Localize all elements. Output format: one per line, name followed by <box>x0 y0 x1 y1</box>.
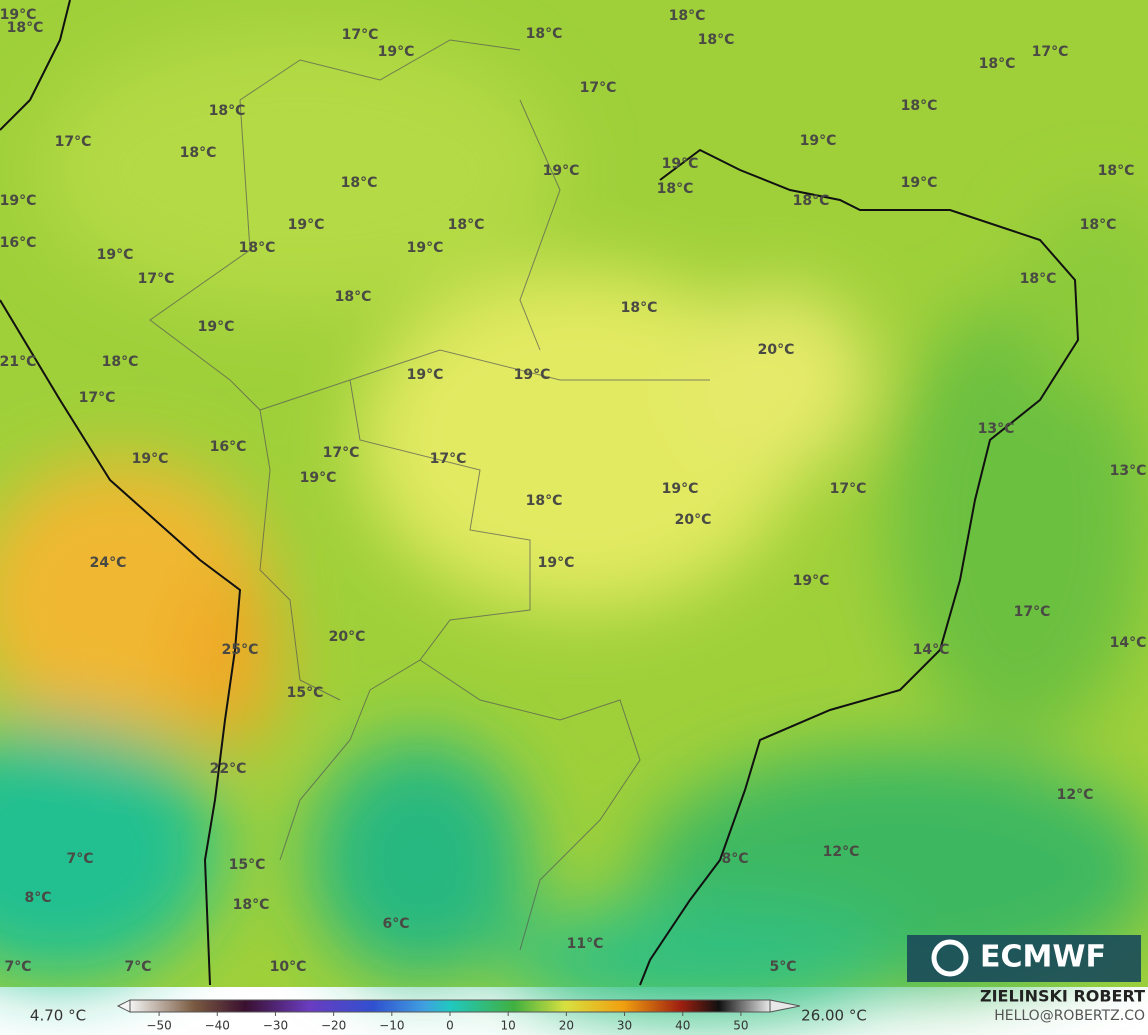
temperature-label: 18°C <box>793 193 830 209</box>
temperature-label: 19°C <box>800 133 837 149</box>
temperature-label: 19°C <box>538 555 575 571</box>
temperature-label: 19°C <box>407 240 444 256</box>
colorbar-tick-label: 10 <box>501 1019 516 1033</box>
temperature-label: 18°C <box>102 354 139 370</box>
temperature-label: 8°C <box>721 851 748 867</box>
temperature-label: 12°C <box>1057 787 1094 803</box>
temperature-label: 18°C <box>448 217 485 233</box>
temperature-label: 18°C <box>1020 271 1057 287</box>
temperature-label: 18°C <box>657 181 694 197</box>
temperature-label: 19°C <box>132 451 169 467</box>
temperature-label: 19°C <box>0 193 36 209</box>
temperature-label: 18°C <box>669 8 706 24</box>
temperature-label: 18°C <box>233 897 270 913</box>
temperature-label: 14°C <box>1110 635 1147 651</box>
logo: ECMWF <box>980 940 1106 975</box>
temperature-label: 16°C <box>0 235 36 251</box>
temperature-label: 17°C <box>323 445 360 461</box>
borders <box>149 39 710 951</box>
temperature-label: 18°C <box>698 32 735 48</box>
temperature-label: 19°C <box>514 367 551 383</box>
temperature-label: 18°C <box>209 103 246 119</box>
temperature-label: 19°C <box>288 217 325 233</box>
author: ZIELINSKI ROBERT <box>980 987 1145 1006</box>
colorbar-tick-label: 20 <box>559 1019 574 1033</box>
temperature-label: 19°C <box>543 163 580 179</box>
temperature-labels: 19°C18°C 17°C19°C18°C18°C18°C17°C18°C17°C… <box>0 7 1146 975</box>
colorbar-tick-label: −20 <box>321 1019 346 1033</box>
temperature-label: 17°C <box>430 451 467 467</box>
temperature-label: 19°C <box>901 175 938 191</box>
temperature-label: 25°C <box>222 642 259 658</box>
temperature-label: 11°C <box>567 936 604 952</box>
temperature-label: 20°C <box>675 512 712 528</box>
temperature-label: 17°C <box>138 271 175 287</box>
temperature-label: 20°C <box>329 629 366 645</box>
temperature-label: 6°C <box>382 916 409 932</box>
temperature-label: 17°C <box>342 27 379 43</box>
temperature-label: 17°C <box>1032 44 1069 60</box>
colorbar-tick-label: −10 <box>379 1019 404 1033</box>
colorbar-tick-label: −40 <box>205 1019 230 1033</box>
temperature-label: 17°C <box>1014 604 1051 620</box>
colorbar-max: 26.00 °C <box>801 1007 867 1025</box>
colorbar-tick-label: 50 <box>733 1019 748 1033</box>
temperature-label: 10°C <box>270 959 307 975</box>
temperature-label: 19°C <box>0 7 36 23</box>
temperature-label: 19°C <box>198 319 235 335</box>
temperature-label: 18°C <box>239 240 276 256</box>
colorbar-tick-label: −30 <box>263 1019 288 1033</box>
temperature-label: 18°C <box>1098 163 1135 179</box>
colorbar: 4.70 °C 26.00 °C −50 −40 −30 −20 −10 0 10 20 30 4… <box>30 999 867 1033</box>
temperature-label: 22°C <box>210 761 247 777</box>
contact: HELLO@ROBERTZ.CO <box>994 1008 1145 1024</box>
temperature-label: 19°C <box>662 481 699 497</box>
temperature-label: 7°C <box>124 959 151 975</box>
temperature-label: 18°C <box>7 20 44 36</box>
temperature-label: 19°C <box>378 44 415 60</box>
temperature-label: 18°C <box>526 493 563 509</box>
colorbar-min: 4.70 °C <box>30 1007 86 1025</box>
colorbar-tick-label: 40 <box>675 1019 690 1033</box>
temperature-label: 18°C <box>335 289 372 305</box>
temperature-label: 19°C <box>662 156 699 172</box>
colorbar-tick-label: 0 <box>446 1019 454 1033</box>
temperature-label: 17°C <box>830 481 867 497</box>
temperature-label: 17°C <box>55 134 92 150</box>
temperature-label: 12°C <box>823 844 860 860</box>
temperature-label: 18°C <box>901 98 938 114</box>
temperature-label: 13°C <box>978 421 1015 437</box>
temperature-label: 17°C <box>580 80 617 96</box>
temperature-label: 18°C <box>979 56 1016 72</box>
temperature-label: 13°C <box>1110 463 1147 479</box>
temperature-label: 5°C <box>769 959 796 975</box>
coastline <box>0 0 1080 986</box>
temperature-label: 14°C <box>913 642 950 658</box>
temperature-label: 15°C <box>287 685 324 701</box>
temperature-label: 8°C <box>24 890 51 906</box>
temperature-label: 16°C <box>210 439 247 455</box>
temperature-label: 18°C <box>526 26 563 42</box>
temperature-label: 19°C <box>407 367 444 383</box>
temperature-label: 7°C <box>66 851 93 867</box>
temperature-label: 20°C <box>758 342 795 358</box>
temperature-label: 15°C <box>229 857 266 873</box>
temperature-label: 18°C <box>621 300 658 316</box>
colorbar-tick-label: 30 <box>617 1019 632 1033</box>
temperature-label: 19°C <box>300 470 337 486</box>
temperature-label: 21°C <box>0 354 36 370</box>
colorbar-tick-label: −50 <box>146 1019 171 1033</box>
temperature-label: 18°C <box>180 145 217 161</box>
temperature-label: 7°C <box>4 959 31 975</box>
temperature-label: 19°C <box>97 247 134 263</box>
logo-box: ECMWF <box>907 935 1141 982</box>
temperature-label: 19°C <box>793 573 830 589</box>
temperature-label: 17°C <box>79 390 116 406</box>
temperature-label: 18°C <box>1080 217 1117 233</box>
temperature-label: 24°C <box>90 555 127 571</box>
temperature-label: 18°C <box>341 175 378 191</box>
